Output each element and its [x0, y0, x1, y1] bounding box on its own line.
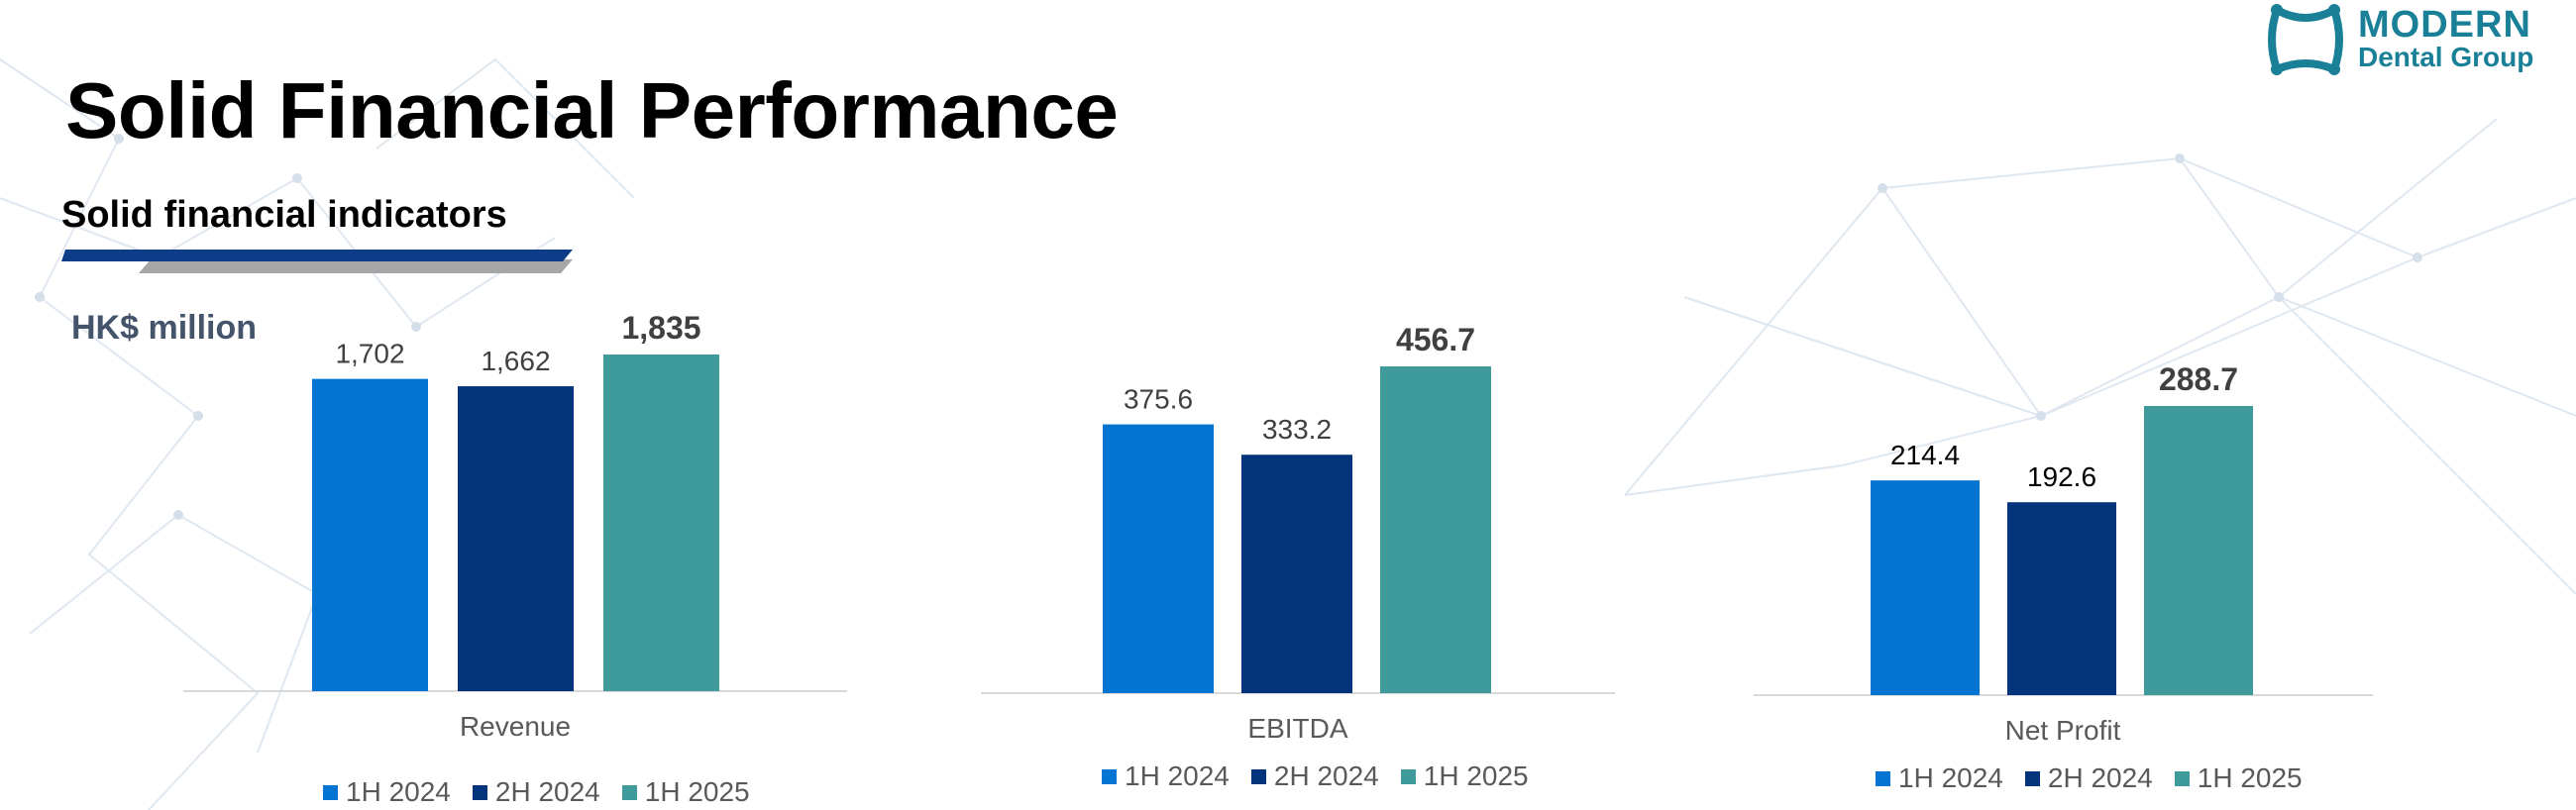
net-profit-data-label-1h-2025: 288.7	[2159, 361, 2238, 397]
legend-swatch	[2174, 770, 2190, 786]
legend-label: 1H 2024	[1125, 760, 1230, 791]
net-profit-category-label: Net Profit	[2005, 715, 2121, 746]
legend-label: 1H 2025	[644, 776, 750, 807]
legend-swatch	[1102, 768, 1117, 784]
legend-swatch	[621, 784, 637, 800]
legend-label: 1H 2024	[346, 776, 451, 807]
revenue-bar-2h-2024	[458, 386, 574, 691]
legend-swatch	[1250, 768, 1266, 784]
revenue-data-label-1h-2025: 1,835	[621, 310, 700, 346]
ebitda-legend-item-2h-2024: 2H 2024	[1250, 760, 1379, 792]
legend-swatch	[2024, 770, 2040, 786]
legend-label: 1H 2024	[1898, 762, 2003, 793]
revenue-bar-1h-2025	[603, 354, 719, 691]
net-profit-chart: 214.4 192.6 288.7 Net Profit	[1754, 361, 2373, 746]
ebitda-legend-item-1h-2025: 1H 2025	[1400, 760, 1529, 792]
ebitda-legend: 1H 2024 2H 2024 1H 2025	[1102, 760, 1529, 792]
net-profit-bar-1h-2025	[2144, 406, 2253, 695]
revenue-legend-item-1h-2024: 1H 2024	[323, 776, 451, 808]
legend-label: 1H 2025	[1423, 760, 1529, 791]
legend-label: 2H 2024	[1273, 760, 1379, 791]
logo-text-line2: Dental Group	[2358, 42, 2534, 72]
net-profit-bar-2h-2024	[2007, 502, 2116, 695]
revenue-category-label: Revenue	[460, 711, 571, 742]
revenue-chart: 1,702 1,662 1,835 Revenue	[183, 310, 847, 742]
ebitda-category-label: EBITDA	[1247, 713, 1347, 744]
section-subtitle: Solid financial indicators	[61, 194, 507, 236]
revenue-legend-item-1h-2025: 1H 2025	[621, 776, 750, 808]
accent-bar-navy	[61, 250, 573, 261]
ebitda-legend-item-1h-2024: 1H 2024	[1102, 760, 1230, 792]
revenue-legend: 1H 2024 2H 2024 1H 2025	[323, 776, 750, 808]
net-profit-legend-item-1h-2024: 1H 2024	[1876, 762, 2003, 794]
legend-swatch	[1400, 768, 1416, 784]
ebitda-data-label-1h-2024: 375.6	[1124, 384, 1193, 415]
logo-text-line1: MODERN	[2358, 4, 2531, 46]
net-profit-bar-1h-2024	[1871, 480, 1980, 695]
net-profit-data-label-1h-2024: 214.4	[1890, 440, 1960, 470]
accent-bar-gray	[139, 259, 573, 273]
page-title: Solid Financial Performance	[65, 66, 1119, 154]
net-profit-data-label-2h-2024: 192.6	[2027, 461, 2096, 492]
legend-label: 2H 2024	[2047, 762, 2153, 793]
modern-dental-logo-mark	[2268, 4, 2343, 75]
legend-label: 2H 2024	[494, 776, 600, 807]
unit-label: HK$ million	[71, 309, 258, 347]
revenue-data-label-1h-2024: 1,702	[335, 339, 404, 369]
revenue-legend-item-2h-2024: 2H 2024	[472, 776, 600, 808]
net-profit-legend-item-2h-2024: 2H 2024	[2024, 762, 2153, 794]
ebitda-bar-1h-2025	[1380, 366, 1491, 693]
revenue-bar-1h-2024	[312, 378, 428, 691]
legend-swatch	[1876, 770, 1890, 786]
legend-label: 1H 2025	[2197, 762, 2303, 793]
ebitda-chart: 375.6 333.2 456.7 EBITDA	[981, 322, 1615, 744]
revenue-data-label-2h-2024: 1,662	[481, 346, 550, 376]
legend-swatch	[472, 784, 487, 800]
net-profit-legend: 1H 2024 2H 2024 1H 2025	[1876, 762, 2303, 794]
ebitda-data-label-2h-2024: 333.2	[1262, 414, 1332, 445]
net-profit-legend-item-1h-2025: 1H 2025	[2174, 762, 2303, 794]
ebitda-bar-1h-2024	[1103, 424, 1214, 693]
legend-swatch	[323, 784, 338, 800]
ebitda-bar-2h-2024	[1241, 455, 1352, 693]
ebitda-data-label-1h-2025: 456.7	[1396, 322, 1475, 357]
subtitle-accent-bar	[61, 250, 573, 273]
